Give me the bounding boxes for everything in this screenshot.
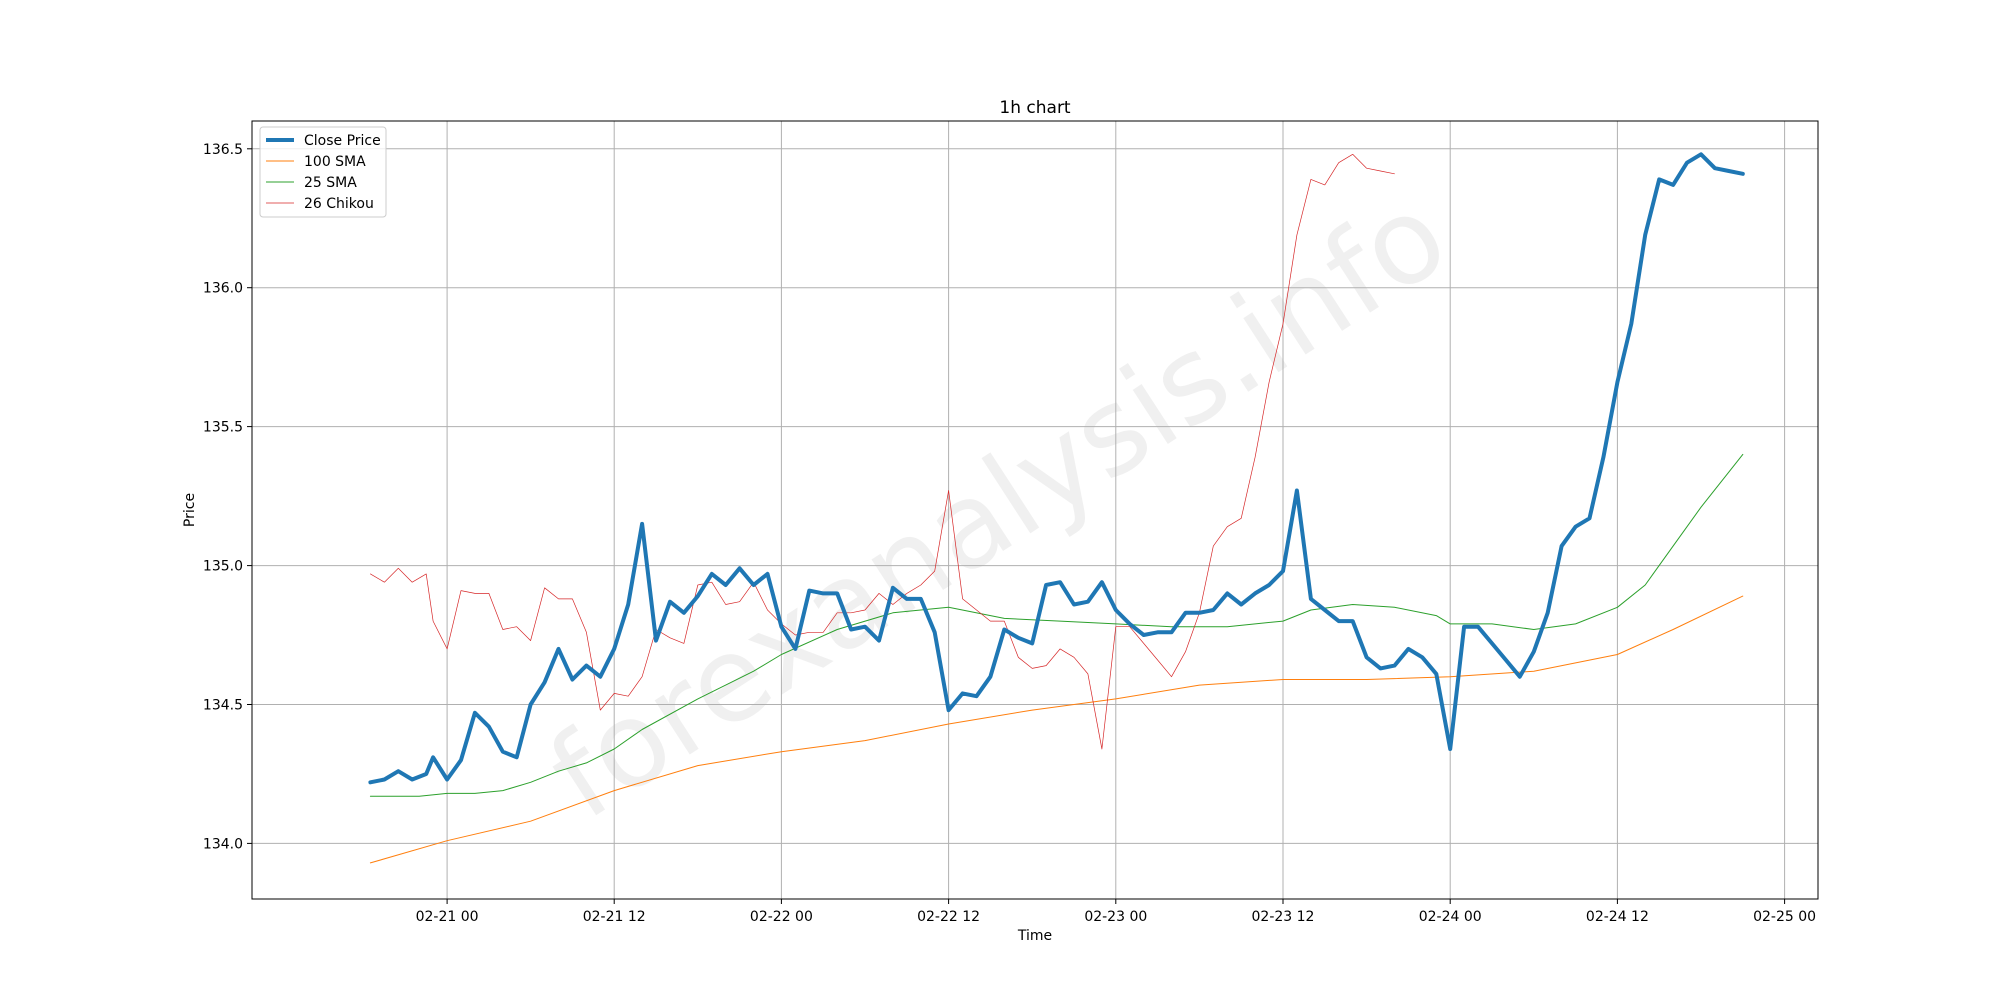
y-tick-label: 136.0 bbox=[203, 281, 243, 297]
legend-box bbox=[259, 126, 387, 218]
y-tick-label: 134.5 bbox=[203, 698, 243, 714]
grid-lines bbox=[252, 121, 1818, 899]
x-tick-label: 02-21 00 bbox=[416, 909, 479, 925]
legend-label: Close Price bbox=[304, 133, 381, 149]
x-tick-label: 02-22 12 bbox=[917, 909, 980, 925]
y-axis-label: Price bbox=[182, 493, 198, 527]
x-tick-label: 02-24 12 bbox=[1586, 909, 1649, 925]
y-tick-label: 135.5 bbox=[203, 420, 243, 436]
series-lines bbox=[368, 152, 1745, 864]
y-tick-label: 135.0 bbox=[203, 559, 243, 575]
x-axis-label: Time bbox=[1017, 928, 1052, 944]
x-tick-label: 02-25 00 bbox=[1753, 909, 1816, 925]
legend-label: 26 Chikou bbox=[304, 196, 374, 212]
x-axis: 02-21 00 02-21 12 02-22 00 02-22 12 02-23 00… bbox=[416, 899, 1816, 925]
x-tick-label: 02-23 12 bbox=[1252, 909, 1315, 925]
legend-label: 25 SMA bbox=[304, 175, 357, 191]
y-tick-label: 134.0 bbox=[203, 836, 243, 852]
y-tick-label: 136.5 bbox=[203, 142, 243, 158]
x-tick-label: 02-22 00 bbox=[750, 909, 813, 925]
x-tick-label: 02-24 00 bbox=[1419, 909, 1482, 925]
series-line-close-price bbox=[368, 152, 1745, 785]
y-axis: 134.0 134.5 135.0 135.5 136.0 136.5 bbox=[203, 142, 252, 852]
x-tick-label: 02-23 00 bbox=[1084, 909, 1147, 925]
series-line-26-chikou bbox=[370, 153, 1395, 750]
legend: Close Price 100 SMA 25 SMA 26 Chikou bbox=[259, 126, 387, 218]
x-tick-label: 02-21 12 bbox=[583, 909, 646, 925]
legend-label: 100 SMA bbox=[304, 154, 366, 170]
plot-frame bbox=[251, 120, 1819, 900]
series-line-25-sma bbox=[369, 453, 1744, 797]
series-line-100-sma bbox=[369, 595, 1744, 864]
chart-title: 1h chart bbox=[999, 98, 1071, 118]
